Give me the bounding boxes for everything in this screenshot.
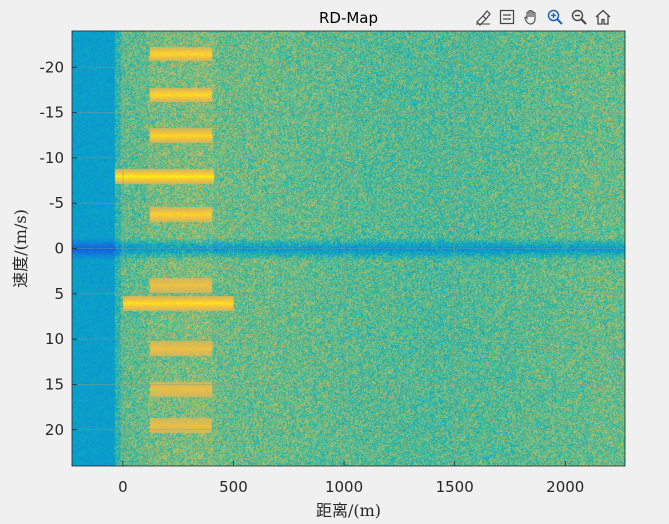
zoom-out-button[interactable] [568, 6, 590, 28]
zoom-out-icon [571, 9, 587, 25]
y-tick-label: -10 [40, 149, 65, 167]
grid-lines [72, 31, 625, 466]
x-tick-label: 2000 [546, 478, 584, 496]
pan-hand-icon [524, 9, 536, 25]
datatip-icon [499, 9, 515, 25]
pan-button[interactable] [520, 6, 542, 28]
x-tick-label: 1000 [325, 478, 363, 496]
y-tick-label: 0 [54, 240, 64, 258]
datatip-button[interactable] [496, 6, 518, 28]
y-tick-label: -15 [40, 104, 65, 122]
x-tick-label: 1500 [436, 478, 474, 496]
y-tick-label: 10 [45, 330, 64, 348]
brush-icon [476, 10, 491, 26]
home-button[interactable] [592, 6, 614, 28]
y-tick-label: 15 [45, 375, 64, 393]
x-axis-ticks: 0 500 1000 1500 2000 [118, 461, 584, 496]
zoom-in-icon [547, 9, 563, 25]
y-axis-label: 速度/(m/s) [11, 209, 30, 288]
y-axis-ticks: -20 -15 -10 -5 0 5 10 15 20 [40, 58, 77, 439]
y-tick-label: -20 [40, 58, 65, 76]
plot-area[interactable] [71, 30, 626, 467]
chart-title: RD-Map [319, 9, 378, 27]
y-tick-label: -5 [49, 194, 64, 212]
home-icon [595, 9, 611, 25]
axes-toolbar [472, 5, 614, 29]
zoom-in-button[interactable] [544, 6, 566, 28]
y-tick-label: 20 [45, 421, 64, 439]
x-axis-label: 距离/(m) [316, 501, 381, 520]
x-tick-label: 500 [219, 478, 248, 496]
brush-button[interactable] [472, 6, 494, 28]
x-tick-label: 0 [118, 478, 128, 496]
y-tick-label: 5 [54, 285, 64, 303]
